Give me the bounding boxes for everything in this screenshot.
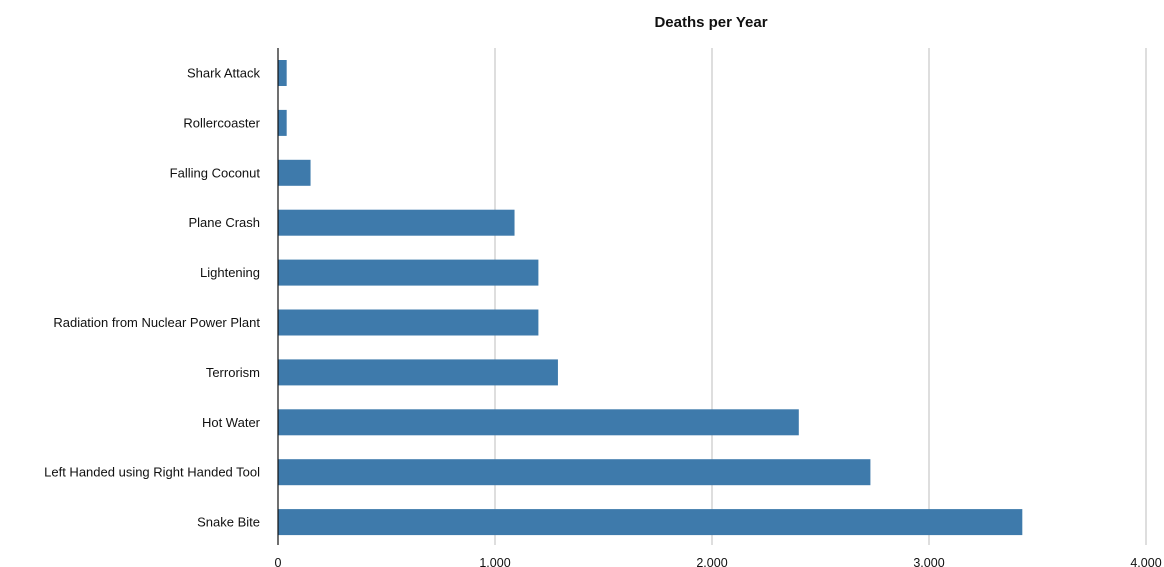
- x-tick-label: 3.000: [913, 556, 944, 567]
- x-tick-label: 0: [275, 556, 282, 567]
- category-label-left-handed-using-right-handed-tool: Left Handed using Right Handed Tool: [44, 465, 260, 480]
- bar-falling-coconut: [278, 159, 311, 186]
- bar-snake-bite: [278, 509, 1023, 536]
- chart-title: Deaths per Year: [654, 14, 767, 31]
- category-label-rollercoaster: Rollercoaster: [183, 115, 260, 130]
- bars: [278, 60, 1023, 536]
- bar-plane-crash: [278, 209, 515, 236]
- category-label-lightening: Lightening: [200, 265, 260, 280]
- category-label-hot-water: Hot Water: [202, 415, 261, 430]
- category-label-radiation-from-nuclear-power-plant: Radiation from Nuclear Power Plant: [53, 315, 260, 330]
- category-labels: Shark Attack Rollercoaster Falling Coconut…: [44, 66, 261, 530]
- category-label-plane-crash: Plane Crash: [188, 215, 260, 230]
- bar-lightening: [278, 259, 539, 286]
- x-tick-label: 2.000: [696, 556, 727, 567]
- category-label-shark-attack: Shark Attack: [187, 66, 260, 81]
- category-label-falling-coconut: Falling Coconut: [170, 165, 261, 180]
- bar-terrorism: [278, 359, 558, 386]
- x-tick-label: 4.000: [1130, 556, 1161, 567]
- bar-left-handed-using-right-handed-tool: [278, 459, 871, 486]
- category-label-snake-bite: Snake Bite: [197, 515, 260, 530]
- bar-hot-water: [278, 409, 799, 436]
- bar-shark-attack: [278, 60, 287, 86]
- x-tick-label: 1.000: [479, 556, 510, 567]
- x-tick-labels: 0 1.000 2.000 3.000 4.000: [275, 556, 1162, 567]
- bar-rollercoaster: [278, 109, 287, 136]
- category-label-terrorism: Terrorism: [206, 365, 260, 380]
- bar-radiation-from-nuclear-power-plant: [278, 309, 539, 336]
